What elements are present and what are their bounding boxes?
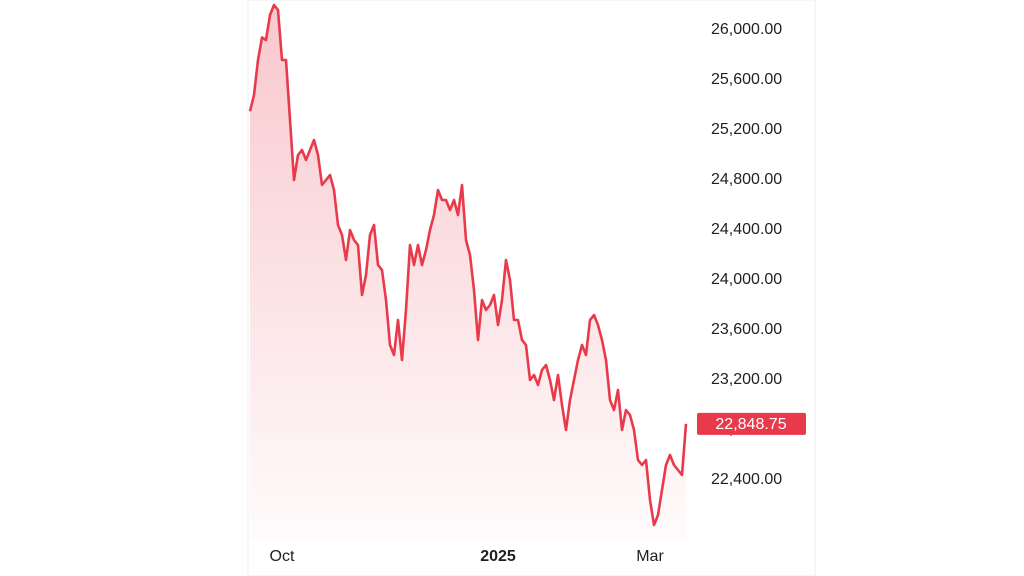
x-tick-label: Oct — [270, 548, 295, 565]
price-tag — [697, 412, 806, 435]
y-tick-label: 23,200.00 — [711, 371, 782, 388]
x-tick-label: 2025 — [480, 548, 516, 565]
y-tick-label: 22,400.00 — [711, 471, 782, 488]
y-tick-label: 26,000.00 — [711, 21, 782, 38]
y-tick-label: 24,400.00 — [711, 221, 782, 238]
price-line — [248, 3, 688, 527]
x-tick-label: Mar — [636, 548, 664, 565]
price-tag-label: 22,848.75 — [715, 416, 786, 433]
y-tick-label: 23,600.00 — [711, 321, 782, 338]
area-fill — [250, 5, 686, 540]
y-tick-label: 25,600.00 — [711, 71, 782, 88]
y-tick-label: 25,200.00 — [711, 121, 782, 138]
y-tick-label: 24,800.00 — [711, 171, 782, 188]
y-tick-label: 24,000.00 — [711, 271, 782, 288]
